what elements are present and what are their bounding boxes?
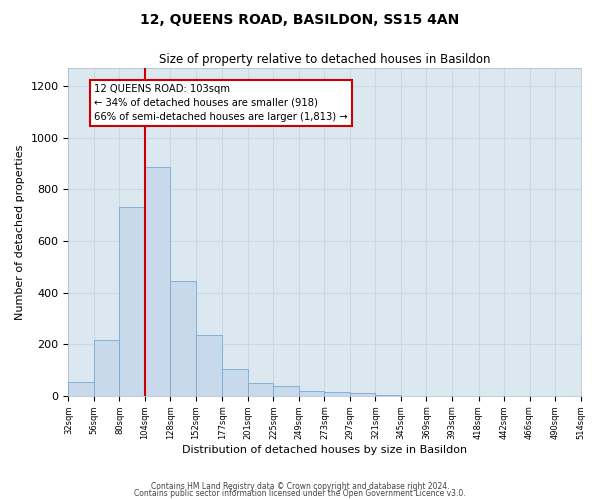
Bar bbox=[119, 208, 145, 396]
Bar bbox=[350, 394, 376, 396]
Bar bbox=[170, 281, 196, 396]
Bar bbox=[248, 383, 274, 396]
Bar bbox=[223, 368, 248, 396]
Bar bbox=[325, 392, 350, 396]
X-axis label: Distribution of detached houses by size in Basildon: Distribution of detached houses by size … bbox=[182, 445, 467, 455]
Bar bbox=[196, 335, 223, 396]
Bar bbox=[145, 168, 170, 396]
Bar bbox=[274, 386, 299, 396]
Text: Contains public sector information licensed under the Open Government Licence v3: Contains public sector information licen… bbox=[134, 490, 466, 498]
Text: 12 QUEENS ROAD: 103sqm
← 34% of detached houses are smaller (918)
66% of semi-de: 12 QUEENS ROAD: 103sqm ← 34% of detached… bbox=[94, 84, 347, 122]
Bar bbox=[376, 394, 401, 396]
Text: 12, QUEENS ROAD, BASILDON, SS15 4AN: 12, QUEENS ROAD, BASILDON, SS15 4AN bbox=[140, 12, 460, 26]
Y-axis label: Number of detached properties: Number of detached properties bbox=[15, 144, 25, 320]
Bar bbox=[94, 340, 119, 396]
Title: Size of property relative to detached houses in Basildon: Size of property relative to detached ho… bbox=[159, 52, 490, 66]
Text: Contains HM Land Registry data © Crown copyright and database right 2024.: Contains HM Land Registry data © Crown c… bbox=[151, 482, 449, 491]
Bar bbox=[299, 390, 325, 396]
Bar bbox=[68, 382, 94, 396]
